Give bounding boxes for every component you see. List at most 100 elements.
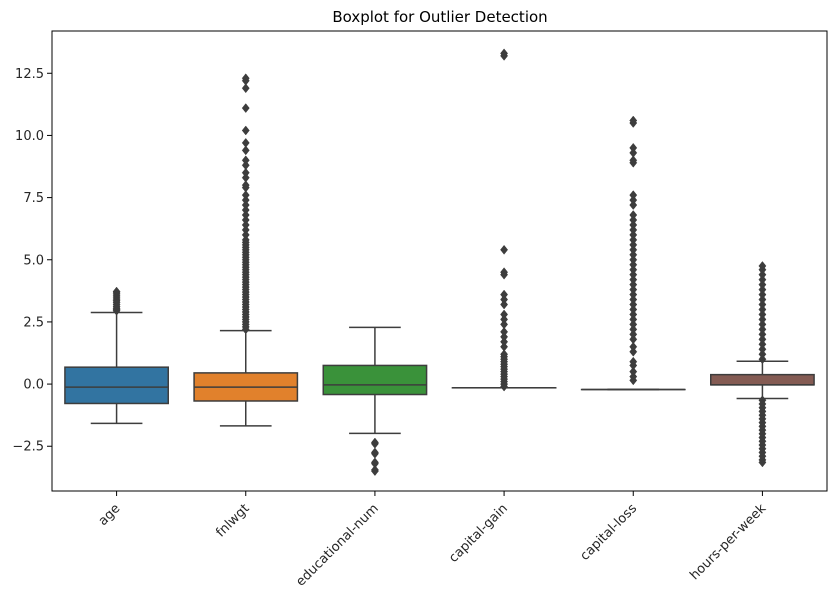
outlier-point — [758, 284, 767, 295]
outlier-point — [241, 155, 250, 166]
outlier-point — [758, 289, 767, 300]
outlier-point — [629, 329, 638, 340]
outlier-point — [629, 147, 638, 158]
box-group-capital-gain — [451, 48, 557, 392]
outlier-point — [758, 309, 767, 320]
y-tick-label: 2.5 — [23, 315, 44, 330]
outlier-point — [758, 261, 767, 271]
box-group-hours-per-week — [710, 261, 815, 468]
y-tick-label: 0.0 — [23, 378, 44, 393]
outlier-point — [370, 438, 379, 449]
outlier-point — [629, 341, 638, 352]
outlier-point — [629, 190, 638, 201]
outlier-point — [758, 334, 767, 345]
outlier-point — [629, 239, 638, 250]
outlier-point — [500, 48, 509, 59]
x-tick-label-capital-loss: capital-loss — [578, 501, 641, 564]
outlier-point — [241, 210, 250, 220]
x-tick-label-age: age — [96, 501, 124, 529]
outlier-point — [629, 304, 638, 315]
plot-frame — [51, 30, 828, 492]
outlier-point — [758, 314, 767, 325]
outlier-point — [629, 254, 638, 265]
x-tick-label-capital-gain: capital-gain — [446, 501, 511, 566]
y-tick-label: 10.0 — [15, 129, 44, 144]
outlier-point — [629, 274, 638, 285]
outlier-point — [500, 289, 509, 300]
outlier-point — [370, 466, 379, 477]
y-tick-label: −2.5 — [12, 440, 44, 455]
outlier-point — [629, 366, 638, 377]
outlier-point — [629, 346, 638, 357]
outlier-point — [241, 103, 250, 113]
outlier-point — [629, 294, 638, 305]
outlier-point — [629, 269, 638, 280]
outlier-point — [241, 145, 250, 156]
outlier-point — [758, 299, 767, 310]
outlier-point — [758, 294, 767, 305]
box-group-capital-loss — [580, 115, 686, 391]
x-tick-label-fnlwgt: fnlwgt — [213, 501, 252, 540]
outlier-point — [629, 195, 638, 205]
outlier-point — [241, 205, 250, 215]
x-axis: age fnlwgt educational-num capital-gain capi… — [96, 491, 770, 590]
outlier-point — [758, 274, 767, 285]
outlier-point — [500, 294, 509, 305]
outlier-point — [629, 142, 638, 153]
outlier-point — [758, 344, 767, 355]
outlier-point — [629, 220, 638, 230]
outlier-point — [500, 341, 509, 352]
outlier-point — [629, 229, 638, 240]
box-group-educational-num — [322, 326, 428, 477]
outlier-point — [241, 190, 250, 201]
outlier-point — [241, 83, 250, 94]
box-body — [322, 364, 428, 396]
box-body — [710, 373, 815, 386]
outlier-point — [241, 180, 250, 191]
outlier-point — [629, 225, 638, 235]
outlier-point — [500, 314, 509, 325]
outlier-point — [629, 284, 638, 295]
outlier-point — [629, 215, 638, 225]
outlier-point — [241, 172, 250, 183]
y-tick-label: 7.5 — [23, 191, 44, 206]
outlier-point — [370, 448, 379, 459]
y-tick-label: 12.5 — [15, 67, 44, 82]
outlier-point — [629, 334, 638, 345]
outlier-point — [629, 289, 638, 300]
outlier-point — [500, 331, 509, 342]
outlier-point — [758, 324, 767, 335]
outlier-point — [629, 314, 638, 325]
outlier-point — [629, 259, 638, 270]
outlier-point — [241, 229, 250, 240]
outlier-point — [758, 319, 767, 330]
outlier-point — [758, 269, 767, 280]
outlier-point — [629, 309, 638, 320]
outlier-point — [500, 299, 509, 310]
outlier-point — [241, 73, 250, 84]
outlier-point — [629, 210, 638, 220]
outlier-point — [629, 299, 638, 310]
outlier-point — [500, 319, 509, 330]
box-group-age — [64, 286, 169, 425]
outlier-point — [500, 267, 509, 278]
plot-area — [64, 48, 815, 477]
outlier-point — [629, 371, 638, 382]
outlier-point — [758, 354, 767, 365]
outlier-point — [758, 339, 767, 350]
outlier-point — [112, 286, 121, 297]
outlier-point — [629, 234, 638, 245]
outlier-point — [500, 349, 509, 360]
outlier-point — [241, 234, 250, 245]
outlier-point — [500, 309, 509, 320]
x-tick-label-educational-num: educational-num — [293, 501, 381, 589]
outlier-point — [241, 220, 250, 230]
chart-title: Boxplot for Outlier Detection — [332, 8, 547, 26]
outlier-point — [629, 244, 638, 255]
outlier-point — [629, 264, 638, 275]
outlier-point — [758, 329, 767, 340]
outlier-point — [241, 167, 250, 178]
outlier-point — [758, 279, 767, 290]
